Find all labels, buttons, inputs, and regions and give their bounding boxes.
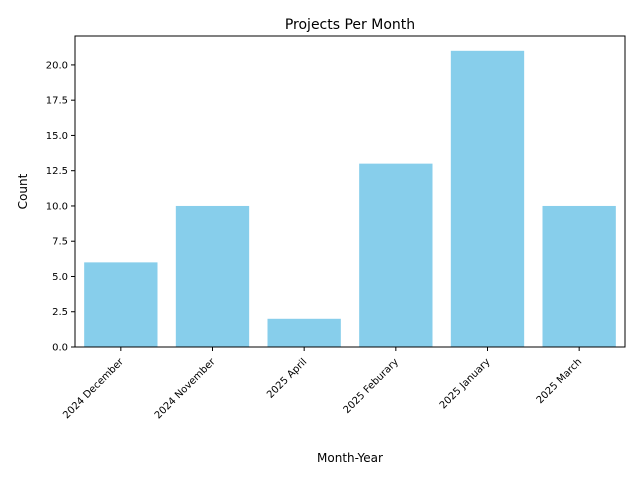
x-tick-label: 2025 April [265, 357, 309, 401]
y-tick-label: 20.0 [46, 60, 68, 71]
y-tick-label: 15.0 [46, 131, 68, 142]
y-tick-label: 10.0 [46, 201, 68, 212]
bar [359, 163, 433, 347]
bar [450, 50, 525, 348]
x-tick-label: 2025 January [438, 357, 493, 412]
y-axis-label: Count [16, 173, 30, 209]
x-axis-label: Month-Year [317, 451, 383, 465]
x-tick-label: 2024 December [61, 356, 126, 421]
bar [84, 262, 158, 347]
y-tick-label: 12.5 [46, 166, 68, 177]
plot-frame [74, 35, 626, 348]
bar [542, 205, 616, 347]
y-tick-label: 7.5 [52, 237, 68, 248]
bar [175, 205, 250, 347]
chart-title: Projects Per Month [285, 17, 415, 33]
y-tick-label: 0.0 [52, 343, 68, 354]
y-tick-label: 17.5 [46, 96, 68, 107]
bar [267, 318, 341, 347]
y-tick-label: 2.5 [52, 307, 68, 318]
y-tick-label: 5.0 [52, 272, 68, 283]
x-tick-label: 2025 March [535, 357, 585, 407]
x-tick-label: 2025 Feburary [342, 357, 401, 416]
x-tick-label: 2024 November [153, 356, 218, 421]
